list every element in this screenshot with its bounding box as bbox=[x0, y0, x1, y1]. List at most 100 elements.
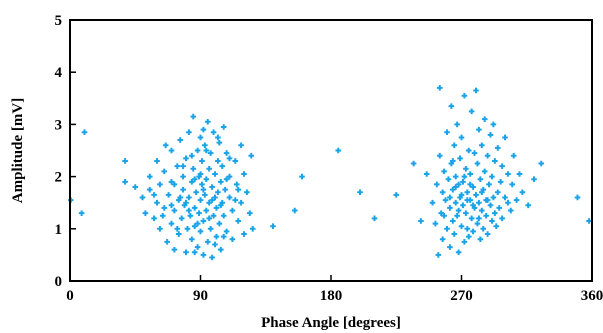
scatter-point bbox=[393, 192, 400, 198]
scatter-point bbox=[484, 231, 491, 237]
scatter-point bbox=[197, 228, 204, 235]
scatter-point bbox=[423, 171, 430, 177]
scatter-point bbox=[180, 186, 186, 193]
scatter-point bbox=[450, 186, 456, 193]
scatter-point bbox=[497, 179, 504, 185]
scatter-point bbox=[448, 103, 455, 109]
y-axis-title: Amplitude [mV] bbox=[10, 98, 26, 203]
scatter-point bbox=[216, 220, 223, 227]
scatter-point bbox=[490, 121, 497, 128]
scatter-point bbox=[241, 231, 247, 237]
scatter-point bbox=[207, 150, 214, 156]
scatter-point bbox=[270, 223, 276, 229]
scatter-point bbox=[447, 205, 453, 211]
scatter-point bbox=[451, 231, 458, 237]
scatter-point bbox=[168, 179, 175, 185]
scatter-point bbox=[455, 181, 462, 188]
scatter-point bbox=[473, 87, 479, 94]
scatter-point bbox=[435, 252, 442, 258]
scatter-point bbox=[452, 199, 459, 206]
scatter-point bbox=[474, 160, 481, 167]
scatter-point bbox=[213, 233, 220, 240]
scatter-point bbox=[197, 171, 204, 177]
scatter-point bbox=[174, 226, 181, 232]
scatter-point bbox=[165, 192, 172, 198]
scatter-point bbox=[229, 236, 236, 243]
scatter-point bbox=[493, 223, 500, 229]
scatter-point bbox=[162, 142, 169, 149]
plot-frame bbox=[69, 19, 593, 282]
scatter-point bbox=[191, 205, 198, 211]
scatter-point bbox=[184, 226, 191, 232]
scatter-point bbox=[248, 152, 255, 159]
scatter-point bbox=[157, 181, 163, 188]
scatter-point bbox=[81, 129, 88, 136]
scatter-point bbox=[194, 220, 201, 227]
scatter-point bbox=[509, 181, 516, 188]
scatter-point bbox=[146, 173, 153, 180]
scatter-point bbox=[202, 142, 208, 149]
scatter-point bbox=[218, 179, 224, 185]
scatter-point bbox=[299, 173, 305, 180]
scatter-point bbox=[190, 165, 197, 172]
scatter-point bbox=[586, 218, 592, 224]
scatter-point bbox=[180, 173, 186, 180]
scatter-point bbox=[180, 163, 186, 169]
scatter-point bbox=[505, 199, 511, 206]
axis-ticks bbox=[69, 19, 593, 282]
scatter-point bbox=[177, 194, 183, 201]
scatter-point bbox=[492, 158, 498, 164]
scatter-point bbox=[461, 239, 468, 245]
scatter-point bbox=[410, 160, 417, 167]
scatter-point bbox=[574, 194, 581, 201]
y-tick-label: 3 bbox=[55, 117, 63, 133]
scatter-point bbox=[525, 202, 531, 209]
scatter-point bbox=[508, 207, 514, 214]
scatter-point bbox=[196, 210, 202, 216]
scatter-point bbox=[502, 194, 508, 201]
y-tick-label: 4 bbox=[55, 65, 63, 81]
x-tick-label: 180 bbox=[320, 288, 343, 304]
y-tick-label: 0 bbox=[55, 274, 63, 290]
scatter-point bbox=[467, 181, 473, 188]
scatter-point bbox=[494, 189, 501, 196]
scatter-point bbox=[460, 202, 466, 209]
scatter-point bbox=[232, 197, 239, 203]
scatter-point bbox=[454, 212, 460, 219]
scatter-point bbox=[483, 212, 489, 219]
scatter-point bbox=[206, 199, 212, 206]
scatter-point bbox=[464, 226, 471, 232]
scatter-point bbox=[476, 126, 482, 133]
scatter-point bbox=[445, 176, 452, 183]
scatter-point bbox=[450, 218, 456, 224]
scatter-point bbox=[357, 189, 363, 196]
scatter-point bbox=[200, 252, 207, 258]
x-tick-label: 360 bbox=[581, 288, 603, 304]
scatter-point bbox=[490, 194, 497, 201]
scatter-point bbox=[212, 194, 218, 201]
scatter-point bbox=[470, 184, 476, 190]
scatter-point bbox=[226, 194, 233, 201]
scatter-point bbox=[510, 152, 517, 159]
scatter-point bbox=[215, 158, 221, 164]
scatter-point bbox=[436, 85, 443, 91]
scatter-point bbox=[157, 226, 163, 232]
scatter-point bbox=[479, 189, 485, 196]
scatter-point bbox=[210, 129, 217, 136]
scatter-point bbox=[474, 220, 481, 227]
scatter-point bbox=[151, 192, 157, 198]
scatter-point bbox=[531, 176, 537, 183]
scatter-point bbox=[496, 205, 502, 211]
scatter-point bbox=[223, 150, 230, 156]
scatter-point bbox=[249, 226, 256, 232]
scatter-point bbox=[177, 137, 183, 143]
scatter-point bbox=[199, 158, 205, 164]
scatter-point bbox=[436, 152, 443, 159]
scatter-point bbox=[487, 132, 494, 138]
scatter-point bbox=[218, 246, 224, 253]
scatter-point bbox=[207, 226, 214, 232]
scatter-point bbox=[161, 168, 168, 175]
scatter-point bbox=[200, 126, 207, 133]
scatter-point bbox=[464, 189, 471, 196]
scatter-point bbox=[444, 129, 450, 136]
